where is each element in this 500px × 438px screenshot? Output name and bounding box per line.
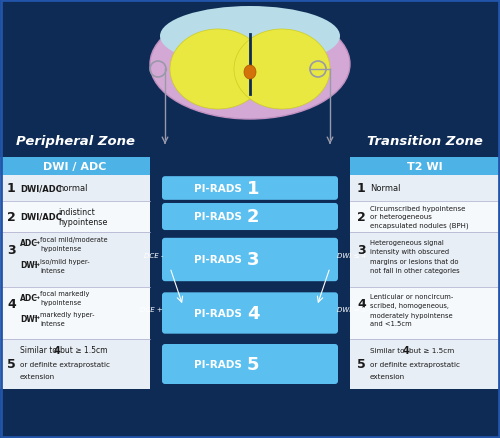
FancyBboxPatch shape: [350, 176, 500, 201]
Text: 5: 5: [7, 358, 16, 371]
Text: DWI = 5: DWI = 5: [337, 306, 366, 312]
Text: DWI / ADC: DWI / ADC: [44, 162, 106, 172]
Text: →: →: [34, 262, 40, 268]
FancyBboxPatch shape: [350, 201, 500, 233]
Text: encapsulated nodules (BPH): encapsulated nodules (BPH): [370, 222, 468, 228]
Text: 1: 1: [7, 182, 16, 195]
Text: ADC: ADC: [20, 293, 38, 302]
Text: →: →: [34, 295, 40, 301]
Text: or definite extraprostatic: or definite extraprostatic: [370, 361, 460, 367]
Text: 4: 4: [357, 297, 366, 311]
Text: intense: intense: [40, 267, 65, 273]
Text: hypointense: hypointense: [58, 218, 108, 226]
FancyBboxPatch shape: [350, 158, 500, 176]
Text: margins or lesions that do: margins or lesions that do: [370, 258, 458, 265]
Ellipse shape: [150, 10, 350, 120]
FancyBboxPatch shape: [0, 287, 150, 339]
FancyBboxPatch shape: [0, 158, 150, 176]
FancyBboxPatch shape: [350, 339, 500, 389]
Text: T2 WI: T2 WI: [407, 162, 443, 172]
Text: Heterogeneous signal: Heterogeneous signal: [370, 239, 444, 245]
Text: or heterogeneous: or heterogeneous: [370, 214, 432, 220]
Text: moderately hypointense: moderately hypointense: [370, 312, 452, 318]
Text: extension: extension: [20, 374, 55, 380]
Text: 5: 5: [357, 358, 366, 371]
Text: DCE +: DCE +: [140, 306, 163, 312]
Text: 4: 4: [7, 297, 16, 311]
Text: hypointense: hypointense: [40, 245, 81, 251]
Text: intense: intense: [40, 321, 65, 326]
Text: →: →: [34, 240, 40, 247]
Text: 3: 3: [357, 244, 366, 257]
Ellipse shape: [170, 30, 266, 110]
Text: PI-RADS: PI-RADS: [194, 212, 245, 222]
Text: 5: 5: [247, 355, 260, 373]
Text: ADC: ADC: [20, 239, 38, 248]
Text: 3: 3: [7, 244, 16, 257]
Text: and <1.5cm: and <1.5cm: [370, 321, 412, 327]
Ellipse shape: [244, 66, 256, 80]
Text: PI-RADS: PI-RADS: [194, 184, 245, 194]
Text: 2: 2: [247, 208, 260, 226]
Text: DWI: DWI: [20, 261, 38, 270]
Ellipse shape: [234, 30, 330, 110]
Text: 4: 4: [247, 304, 260, 322]
FancyBboxPatch shape: [162, 177, 338, 200]
Text: Similar to: Similar to: [370, 347, 404, 353]
Text: markedly hyper-: markedly hyper-: [40, 311, 94, 318]
Text: DWI/ADC: DWI/ADC: [20, 184, 62, 193]
FancyBboxPatch shape: [0, 339, 150, 389]
Text: DCE -: DCE -: [144, 253, 163, 259]
FancyBboxPatch shape: [350, 287, 500, 339]
FancyBboxPatch shape: [0, 201, 150, 233]
Text: Transition Zone: Transition Zone: [367, 135, 483, 148]
Text: iso/mild hyper-: iso/mild hyper-: [40, 258, 90, 265]
Text: 1: 1: [247, 180, 260, 198]
Text: Similar to: Similar to: [20, 346, 57, 355]
Text: →: →: [34, 315, 40, 321]
Text: Normal: Normal: [370, 184, 400, 193]
Text: DWI/ADC: DWI/ADC: [20, 212, 62, 222]
Text: intensity with obscured: intensity with obscured: [370, 249, 449, 254]
Text: but ≥ 1.5cm: but ≥ 1.5cm: [60, 346, 108, 355]
Text: 2: 2: [357, 211, 366, 223]
Text: or definite extraprostatic: or definite extraprostatic: [20, 361, 110, 367]
Text: 1: 1: [357, 182, 366, 195]
Text: focal mild/moderate: focal mild/moderate: [40, 237, 108, 243]
FancyBboxPatch shape: [0, 233, 150, 287]
Text: indistinct: indistinct: [58, 208, 95, 216]
Text: Circumscribed hypointense: Circumscribed hypointense: [370, 206, 466, 212]
Text: PI-RADS: PI-RADS: [194, 359, 245, 369]
Ellipse shape: [160, 7, 340, 67]
FancyBboxPatch shape: [162, 293, 338, 334]
Text: 2: 2: [7, 211, 16, 223]
FancyBboxPatch shape: [162, 344, 338, 384]
Text: but ≥ 1.5cm: but ≥ 1.5cm: [409, 347, 454, 353]
Text: 4: 4: [54, 345, 61, 355]
Text: hypointense: hypointense: [40, 300, 81, 306]
Text: PI-RADS: PI-RADS: [194, 308, 245, 318]
Text: normal: normal: [58, 184, 88, 193]
FancyBboxPatch shape: [162, 238, 338, 282]
Text: PI-RADS: PI-RADS: [194, 255, 245, 265]
Text: Peripheral Zone: Peripheral Zone: [16, 135, 134, 148]
FancyBboxPatch shape: [162, 204, 338, 230]
Text: 3: 3: [247, 251, 260, 269]
Text: scribed, homogeneous,: scribed, homogeneous,: [370, 303, 449, 308]
Text: focal markedly: focal markedly: [40, 291, 90, 297]
Text: DWI: DWI: [20, 314, 38, 323]
FancyBboxPatch shape: [350, 233, 500, 287]
Text: Lenticular or noncircum-: Lenticular or noncircum-: [370, 294, 453, 300]
Text: 4: 4: [403, 345, 410, 355]
Text: not fall in other categories: not fall in other categories: [370, 268, 460, 274]
FancyBboxPatch shape: [0, 176, 150, 201]
Text: DWI ≤ 4: DWI ≤ 4: [337, 253, 366, 259]
Text: extension: extension: [370, 374, 405, 380]
